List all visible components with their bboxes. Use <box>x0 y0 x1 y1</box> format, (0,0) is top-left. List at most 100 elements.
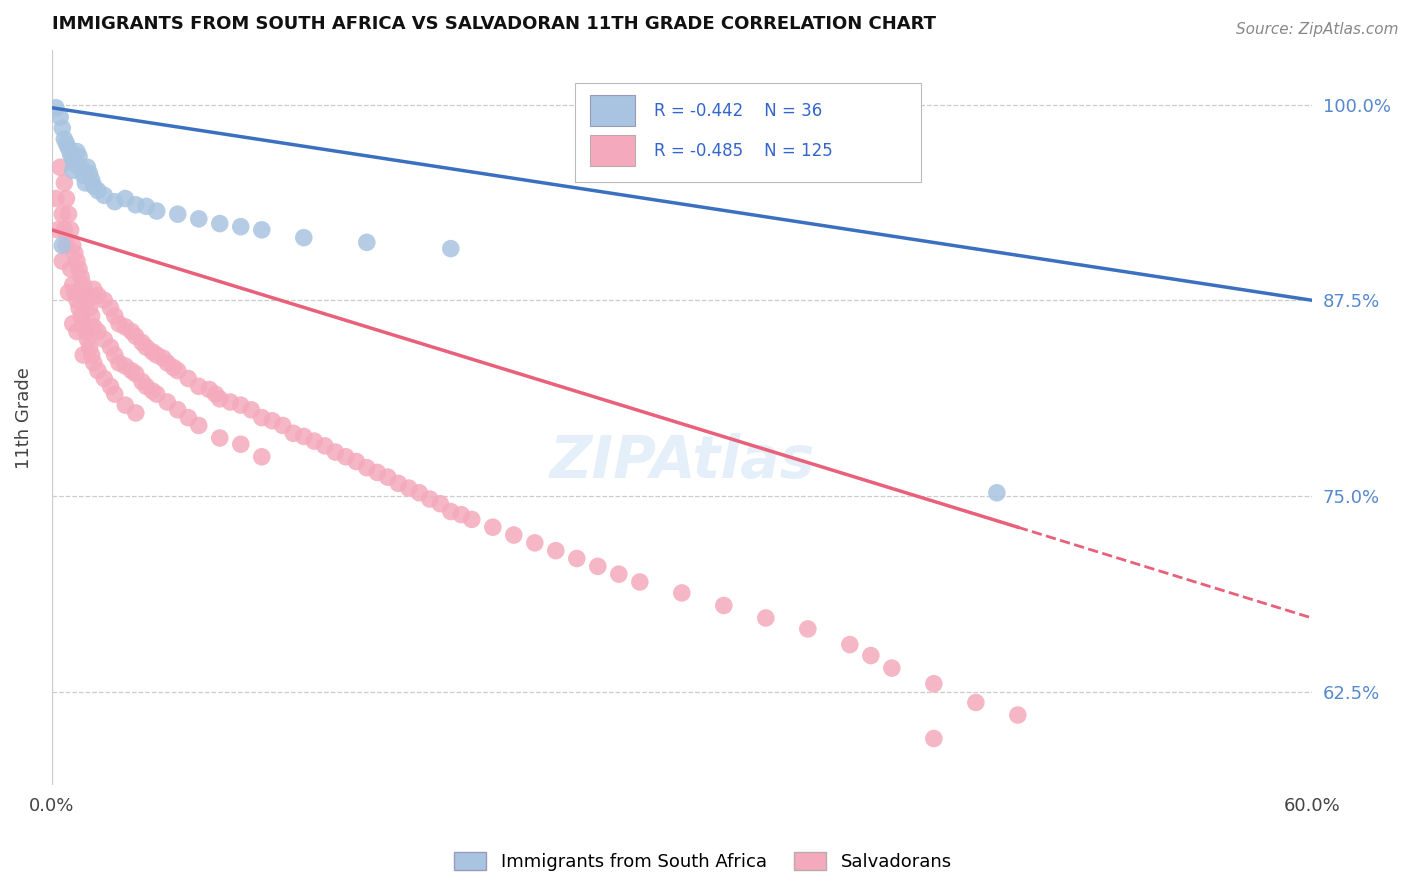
Point <box>66 254 89 268</box>
Point <box>46 223 69 237</box>
Point <box>166 364 188 378</box>
Point <box>67 149 90 163</box>
Point <box>1007 708 1029 723</box>
Point <box>72 168 94 182</box>
Bar <box>591 95 636 127</box>
Point <box>502 528 524 542</box>
Point <box>565 551 588 566</box>
Point <box>100 379 122 393</box>
Point <box>628 574 651 589</box>
Point <box>55 192 77 206</box>
Point <box>440 242 463 256</box>
Point <box>356 235 378 250</box>
Point <box>83 282 105 296</box>
Point <box>607 567 630 582</box>
Point <box>204 387 226 401</box>
Point <box>72 348 94 362</box>
Point <box>131 375 153 389</box>
Point <box>145 387 167 401</box>
Point <box>108 356 131 370</box>
Point <box>87 184 110 198</box>
Point <box>156 395 179 409</box>
Point <box>58 285 80 300</box>
Point <box>87 288 110 302</box>
Point <box>142 345 165 359</box>
Point <box>53 176 76 190</box>
Point <box>93 293 115 308</box>
Point <box>450 508 472 522</box>
Point <box>59 223 82 237</box>
Point <box>292 230 315 244</box>
Point <box>62 238 84 252</box>
Point <box>166 207 188 221</box>
Point <box>104 348 127 362</box>
Point <box>93 188 115 202</box>
Point <box>922 676 945 690</box>
Point <box>229 398 252 412</box>
Point <box>125 406 148 420</box>
Point <box>53 223 76 237</box>
Point <box>67 262 90 277</box>
Point <box>45 192 67 206</box>
Point <box>125 198 148 212</box>
Point <box>292 429 315 443</box>
Point <box>70 309 93 323</box>
Point <box>177 410 200 425</box>
Point <box>797 622 820 636</box>
Point <box>67 301 90 315</box>
Point <box>114 192 136 206</box>
Point <box>986 485 1008 500</box>
Point <box>377 470 399 484</box>
Point <box>87 364 110 378</box>
Point <box>461 512 484 526</box>
Point <box>79 301 101 315</box>
Point <box>262 414 284 428</box>
Legend: Immigrants from South Africa, Salvadorans: Immigrants from South Africa, Salvadoran… <box>447 845 959 879</box>
Point <box>125 367 148 381</box>
Point <box>755 611 778 625</box>
Point <box>229 219 252 234</box>
Point <box>100 301 122 315</box>
Point <box>387 476 409 491</box>
Point <box>72 317 94 331</box>
Point <box>100 340 122 354</box>
Point <box>135 340 157 354</box>
Point <box>586 559 609 574</box>
Point <box>229 437 252 451</box>
Point <box>156 356 179 370</box>
Point <box>408 485 430 500</box>
Point <box>80 309 103 323</box>
Point <box>114 359 136 373</box>
Point <box>131 335 153 350</box>
Point <box>104 194 127 209</box>
Point <box>75 325 97 339</box>
Text: Source: ZipAtlas.com: Source: ZipAtlas.com <box>1236 22 1399 37</box>
Point <box>398 481 420 495</box>
Point <box>79 166 101 180</box>
Point <box>125 329 148 343</box>
Point <box>58 141 80 155</box>
Point <box>271 418 294 433</box>
Point <box>51 207 73 221</box>
Point <box>429 497 451 511</box>
Point <box>114 398 136 412</box>
Point <box>87 325 110 339</box>
Point <box>51 238 73 252</box>
Point <box>55 238 77 252</box>
Point <box>304 434 326 449</box>
Point <box>880 661 903 675</box>
Point <box>70 160 93 174</box>
Point <box>135 199 157 213</box>
Point <box>544 543 567 558</box>
Point <box>63 246 86 260</box>
Bar <box>591 136 636 166</box>
Point <box>440 504 463 518</box>
Point <box>93 371 115 385</box>
Point <box>283 426 305 441</box>
Point <box>208 392 231 406</box>
Point <box>51 121 73 136</box>
Point <box>523 536 546 550</box>
Point <box>76 160 98 174</box>
Point <box>83 319 105 334</box>
Text: R = -0.485    N = 125: R = -0.485 N = 125 <box>654 142 832 160</box>
